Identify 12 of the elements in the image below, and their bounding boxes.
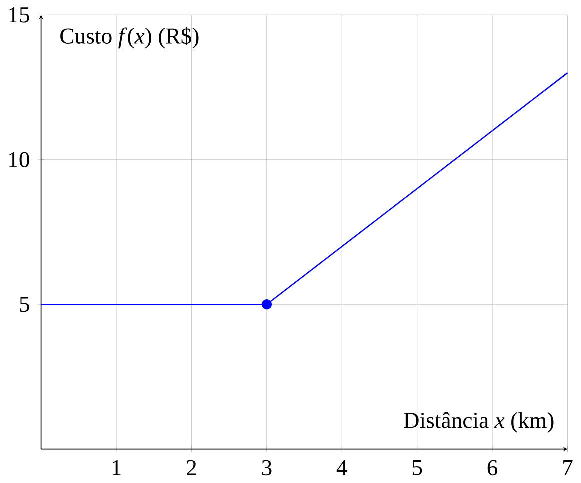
y-tick-label: 5 <box>20 296 30 312</box>
x-tick-label: 2 <box>187 460 196 476</box>
x-axis-title: Distância x (km) <box>404 412 554 433</box>
x-tick-label: 5 <box>412 460 422 476</box>
x-tick-label: 7 <box>564 460 573 476</box>
x-tick-label: 1 <box>112 460 121 476</box>
x-tick-label: 4 <box>336 460 348 476</box>
y-tick-label: 10 <box>10 152 30 168</box>
y-axis-title: Custo f(x) (R$) <box>60 27 199 48</box>
y-tick-label: 15 <box>10 7 30 23</box>
x-tick-label: 3 <box>262 460 272 476</box>
x-tick-label: 6 <box>488 460 498 476</box>
